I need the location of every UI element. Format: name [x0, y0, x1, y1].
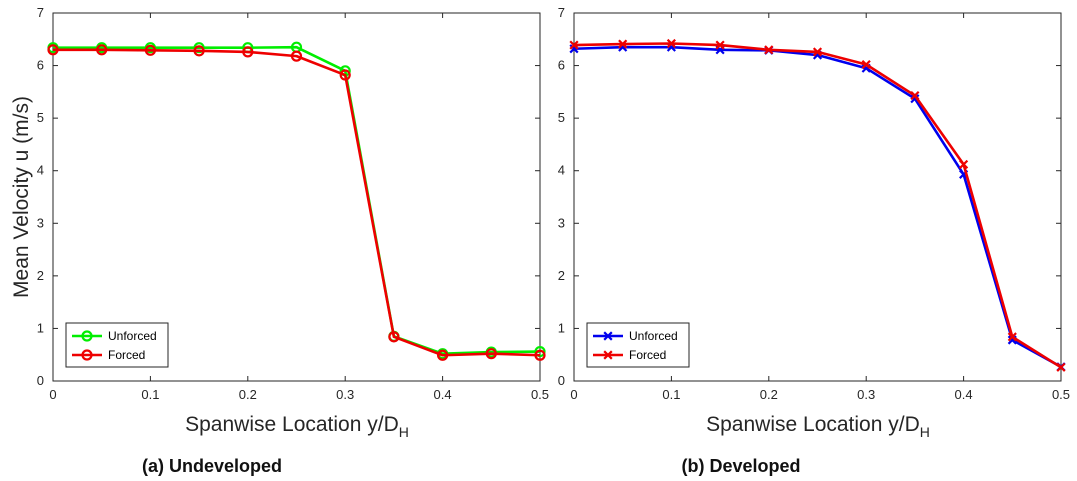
data-point	[666, 38, 676, 49]
y-tick-label: 2	[37, 268, 44, 283]
y-tick-label: 4	[558, 163, 565, 178]
series-forced	[569, 38, 1066, 372]
x-tick-label: 0.4	[434, 387, 452, 402]
legend-label: Forced	[629, 348, 666, 362]
x-tick-label: 0.1	[662, 387, 680, 402]
chart-caption: (a) Undeveloped	[142, 456, 282, 476]
legend-box	[586, 322, 690, 368]
x-tick-label: 0.5	[531, 387, 549, 402]
data-point	[1056, 362, 1066, 372]
series-forced	[47, 44, 546, 361]
y-tick-label: 6	[37, 58, 44, 73]
x-tick-label: 0.2	[760, 387, 778, 402]
y-tick-label: 0	[558, 373, 565, 388]
y-tick-label: 1	[37, 320, 44, 335]
data-point	[1007, 332, 1017, 342]
x-tick-label: 0.4	[955, 387, 973, 402]
data-point	[959, 159, 969, 169]
legend-marker	[603, 350, 613, 360]
data-point	[485, 348, 497, 360]
legend-marker	[81, 330, 93, 342]
legend-box	[65, 322, 169, 368]
chart-panel-1: 0 0.1 0.2 0.3 0.4 0.5 0 1 2 3 4 5 6 7 Spanwise Locatio…	[10, 5, 549, 476]
axes-box	[52, 12, 541, 382]
chart-panel-2: 0 0.1 0.2 0.3 0.4 0.5 0 1 2 3 4 5 6 7 Spanwise Locatio…	[558, 5, 1070, 476]
legend-label: Forced	[108, 348, 145, 362]
legend-marker	[81, 349, 93, 361]
data-point	[618, 39, 628, 49]
data-point	[47, 44, 59, 56]
x-tick-label: 0.3	[336, 387, 354, 402]
data-point	[242, 46, 254, 58]
data-point	[144, 44, 156, 56]
y-tick-label: 3	[37, 215, 44, 230]
y-tick-label: 0	[37, 373, 44, 388]
data-point	[910, 90, 920, 101]
x-tick-label: 0.3	[857, 387, 875, 402]
data-point	[388, 331, 400, 343]
y-tick-label: 6	[558, 58, 565, 73]
legend: Unforced Forced	[586, 322, 690, 368]
chart-caption: (b) Developed	[681, 456, 800, 476]
series-unforced	[569, 42, 1066, 372]
axes-box	[573, 12, 1062, 382]
data-point	[534, 349, 546, 361]
data-point	[534, 345, 546, 358]
series-line	[53, 48, 541, 357]
data-point	[715, 40, 725, 50]
y-tick-label: 3	[558, 215, 565, 230]
y-tick-label: 2	[558, 268, 565, 283]
legend-label: Unforced	[108, 329, 157, 343]
y-tick-label: 4	[37, 163, 44, 178]
y-tick-label: 7	[558, 5, 565, 20]
x-axis-label: Spanwise Location y/DH	[706, 413, 930, 440]
x-tick-label: 0.2	[239, 387, 257, 402]
x-tick-label: 0	[570, 387, 577, 402]
y-tick-label: 1	[558, 320, 565, 335]
legend-label: Unforced	[629, 329, 678, 343]
data-point	[96, 44, 108, 56]
x-tick-label: 0.5	[1052, 387, 1070, 402]
data-point	[569, 40, 579, 50]
data-point	[861, 59, 871, 70]
data-point	[437, 349, 449, 361]
y-tick-label: 5	[37, 110, 44, 125]
legend: Unforced Forced	[65, 322, 169, 368]
y-axis-label: Mean Velocity u (m/s)	[10, 96, 33, 298]
x-tick-label: 0	[49, 387, 56, 402]
data-point	[339, 69, 351, 81]
x-axis-label: Spanwise Location y/DH	[185, 413, 409, 440]
series-line	[53, 45, 541, 355]
data-point	[812, 47, 823, 57]
data-point	[764, 45, 774, 55]
y-tick-label: 5	[558, 110, 565, 125]
y-tick-label: 7	[37, 5, 44, 20]
x-tick-label: 0.1	[141, 387, 159, 402]
data-point	[193, 45, 205, 57]
legend-marker	[603, 331, 613, 341]
data-point	[290, 50, 303, 62]
